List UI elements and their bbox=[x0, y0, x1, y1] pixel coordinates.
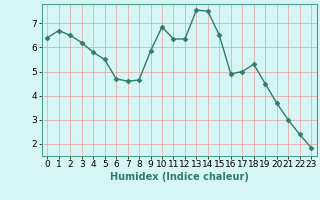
X-axis label: Humidex (Indice chaleur): Humidex (Indice chaleur) bbox=[110, 172, 249, 182]
